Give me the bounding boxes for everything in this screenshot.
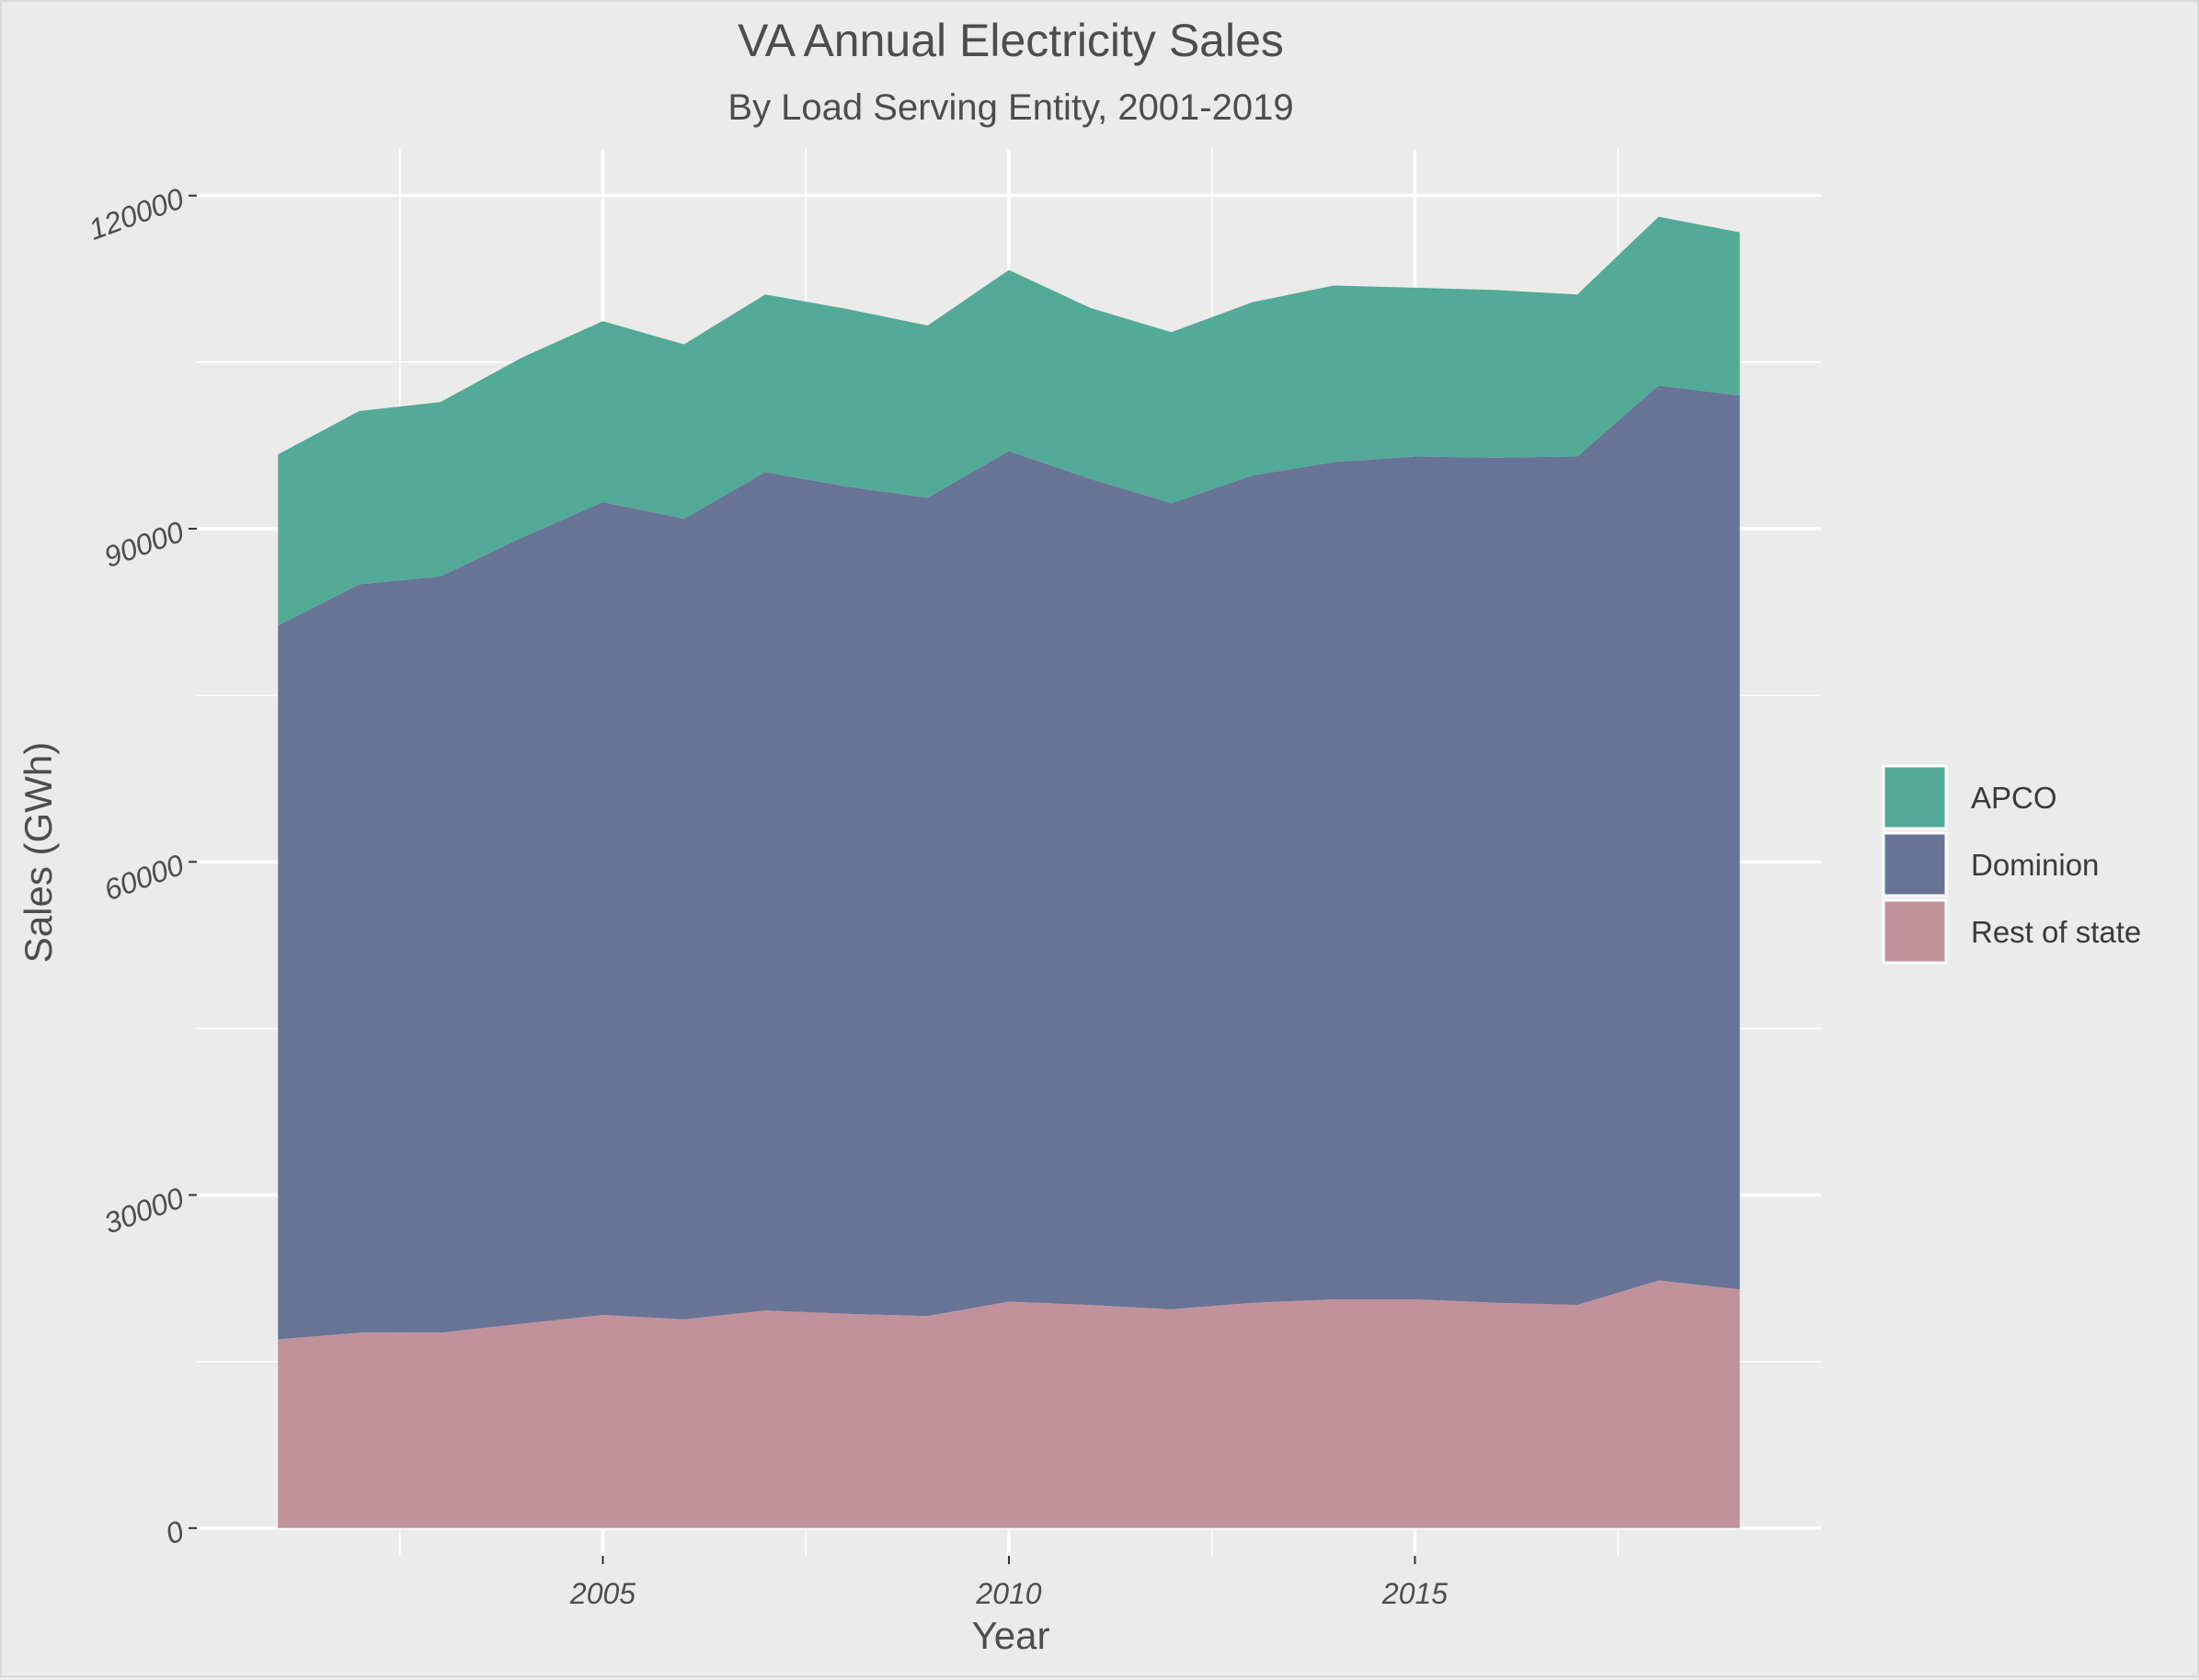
legend: APCO Dominion Rest of state bbox=[1882, 764, 2141, 965]
legend-label-apco: APCO bbox=[1971, 781, 2057, 815]
x-tick-label: 2010 bbox=[975, 1577, 1041, 1610]
legend-label-dominion: Dominion bbox=[1971, 848, 2099, 882]
chart-title: VA Annual Electricity Sales bbox=[738, 15, 1284, 66]
legend-label-rest-of-state: Rest of state bbox=[1971, 915, 2141, 949]
area-layer bbox=[278, 216, 1740, 1528]
chart-subtitle: By Load Serving Entity, 2001-2019 bbox=[727, 87, 1293, 128]
area-apco bbox=[278, 216, 1740, 626]
x-tick-label: 2005 bbox=[569, 1577, 636, 1610]
y-tick-label: 60000 bbox=[99, 848, 188, 907]
legend-swatch-dominion bbox=[1882, 831, 1948, 897]
x-axis-ticks: 2005 2010 2015 bbox=[569, 1556, 1448, 1610]
y-tick-label: 0 bbox=[161, 1514, 188, 1550]
legend-swatch-rest-of-state bbox=[1882, 898, 1948, 965]
area-dominion bbox=[278, 385, 1740, 1340]
y-axis-ticks: 0 30000 60000 90000 120000 bbox=[85, 181, 197, 1550]
x-axis-title: Year bbox=[972, 1614, 1050, 1657]
x-tick-label: 2015 bbox=[1381, 1577, 1448, 1610]
y-tick-label: 30000 bbox=[99, 1181, 188, 1240]
y-axis-title: Sales (GWh) bbox=[17, 742, 60, 963]
y-tick-label: 90000 bbox=[99, 515, 188, 574]
legend-swatch-apco bbox=[1882, 764, 1948, 830]
area-rest-of-state bbox=[278, 1280, 1740, 1528]
y-tick-label: 120000 bbox=[85, 181, 189, 246]
